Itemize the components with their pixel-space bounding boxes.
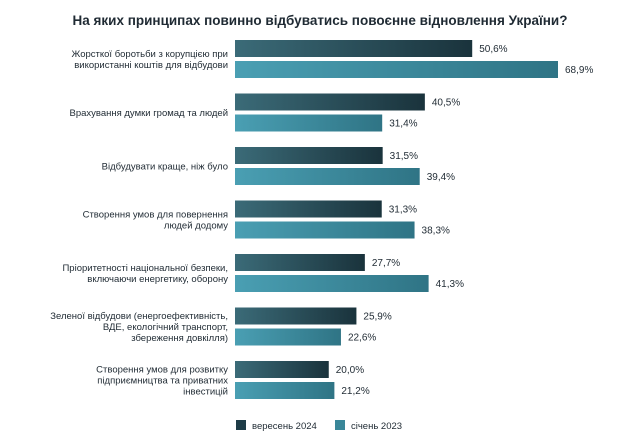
bar-jan-2023 — [235, 275, 429, 292]
bar-sep-2024 — [235, 361, 329, 378]
value-label: 27,7% — [372, 258, 400, 269]
category-label-line: включаючи енергетику, оборону — [87, 274, 228, 285]
category-label: Зеленої відбудови (енергоефективність, ВД… — [50, 311, 228, 344]
category-group: 40,5% 31,4% Врахування думки громад та люд… — [69, 93, 460, 132]
value-label: 25,9% — [363, 312, 391, 323]
bar-sep-2024 — [235, 307, 357, 325]
category-group: 27,7% 41,3% Пріоритетності національної бе… — [62, 254, 464, 292]
bars-layer: 50,6% 68,9% Жорсткої боротьби з корупцією … — [50, 40, 593, 399]
category-label-line: інвестицій — [183, 387, 228, 398]
bar-jan-2023 — [235, 328, 341, 346]
category-label-line: Пріоритетності національної безпеки, — [62, 263, 228, 274]
category-label: Врахування думки громад та людей — [69, 108, 228, 119]
category-label-line: Створення умов для розвитку — [96, 365, 228, 376]
category-group: 20,0% 21,2% Створення умов для розвитку під… — [96, 361, 370, 399]
bar-sep-2024 — [235, 147, 383, 164]
value-label: 31,3% — [389, 205, 417, 216]
bar-sep-2024 — [235, 40, 473, 57]
value-label: 50,6% — [479, 44, 507, 55]
category-label: Відбудувати краще, ніж було — [102, 162, 228, 173]
chart-title: На яких принципах повинно відбуватись по… — [73, 13, 568, 28]
value-label: 39,4% — [427, 172, 455, 183]
category-label-line: Жорсткої боротьби з корупцією при — [72, 49, 228, 60]
category-group: 31,3% 38,3% Створення умов для повернення л… — [83, 200, 450, 239]
value-label: 41,3% — [436, 279, 464, 290]
category-group: 50,6% 68,9% Жорсткої боротьби з корупцією … — [72, 40, 593, 78]
legend-swatch — [236, 420, 246, 430]
category-label: Створення умов для розвитку підприємництв… — [96, 365, 228, 398]
bar-jan-2023 — [235, 114, 383, 132]
bar-jan-2023 — [235, 61, 558, 78]
bar-jan-2023 — [235, 382, 335, 399]
value-label: 20,0% — [336, 365, 364, 376]
category-label-line: Зеленої відбудови (енергоефективність, — [50, 311, 228, 322]
category-label-line: Відбудувати краще, ніж було — [102, 162, 228, 173]
value-label: 68,9% — [565, 65, 593, 76]
value-label: 21,2% — [341, 386, 369, 397]
category-label-line: Створення умов для повернення — [83, 210, 228, 221]
value-label: 22,6% — [348, 333, 376, 344]
bar-jan-2023 — [235, 168, 420, 185]
legend-swatch — [335, 420, 345, 430]
bar-jan-2023 — [235, 221, 415, 239]
category-group: 25,9% 22,6% Зеленої відбудови (енергоефект… — [50, 307, 392, 346]
bar-sep-2024 — [235, 200, 382, 218]
value-label: 38,3% — [422, 226, 450, 237]
category-label-line: Врахування думки громад та людей — [69, 108, 228, 119]
legend-label: вересень 2024 — [252, 421, 317, 432]
category-label: Пріоритетності національної безпеки, вклю… — [62, 263, 228, 285]
category-label-line: використанні коштів для відбудови — [74, 60, 228, 71]
value-label: 31,5% — [390, 151, 418, 162]
category-label-line: людей додому — [164, 221, 228, 232]
category-label-line: підприємництва та приватних — [97, 376, 228, 387]
bar-sep-2024 — [235, 93, 425, 111]
bar-sep-2024 — [235, 254, 365, 271]
value-label: 31,4% — [389, 119, 417, 130]
category-label: Жорсткої боротьби з корупцією при викорис… — [72, 49, 228, 71]
legend-label: січень 2023 — [351, 421, 402, 432]
legend: вересень 2024 січень 2023 — [236, 420, 402, 432]
category-group: 31,5% 39,4% Відбудувати краще, ніж було — [102, 147, 455, 185]
category-label: Створення умов для повернення людей додом… — [83, 210, 229, 232]
category-label-line: збереження довкілля) — [131, 333, 228, 344]
value-label: 40,5% — [432, 98, 460, 109]
category-label-line: ВДЕ, екологічний транспорт, — [103, 322, 228, 333]
